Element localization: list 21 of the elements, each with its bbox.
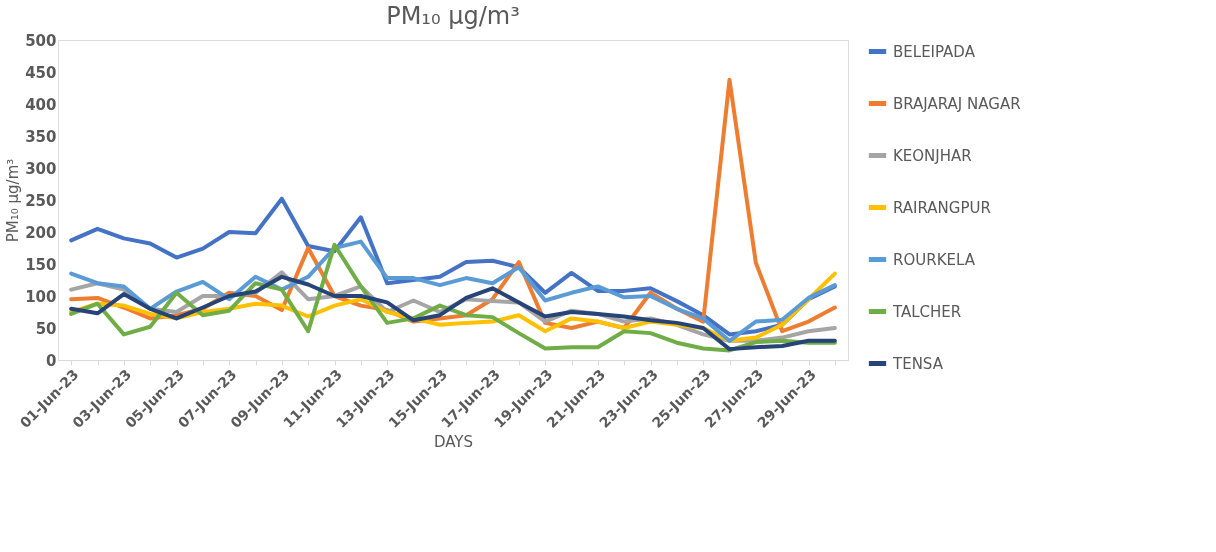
x-axis-title: DAYS [433, 432, 474, 451]
y-tick-label: 300 [25, 159, 57, 178]
y-axis-title: PM₁₀ µg/m³ [4, 158, 23, 243]
y-tick-label: 400 [25, 95, 57, 114]
y-tick-label: 100 [25, 287, 57, 306]
y-tick-label: 200 [25, 223, 57, 242]
chart-title: PM₁₀ µg/m³ [386, 2, 520, 30]
legend-label: TALCHER [892, 302, 962, 321]
legend-label: ROURKELA [893, 250, 976, 269]
legend-label: RAIRANGPUR [893, 198, 991, 217]
y-tick-label: 450 [25, 63, 57, 82]
y-tick-label: 0 [46, 351, 57, 370]
legend-label: BRAJARAJ NAGAR [893, 94, 1021, 113]
y-tick-label: 50 [35, 319, 57, 338]
y-tick-label: 150 [25, 255, 57, 274]
legend-label: BELEIPADA [893, 42, 976, 61]
legend-label: KEONJHAR [893, 146, 972, 165]
y-tick-label: 250 [25, 191, 57, 210]
y-tick-label: 500 [25, 31, 57, 50]
legend-label: TENSA [892, 354, 944, 373]
y-tick-label: 350 [25, 127, 57, 146]
